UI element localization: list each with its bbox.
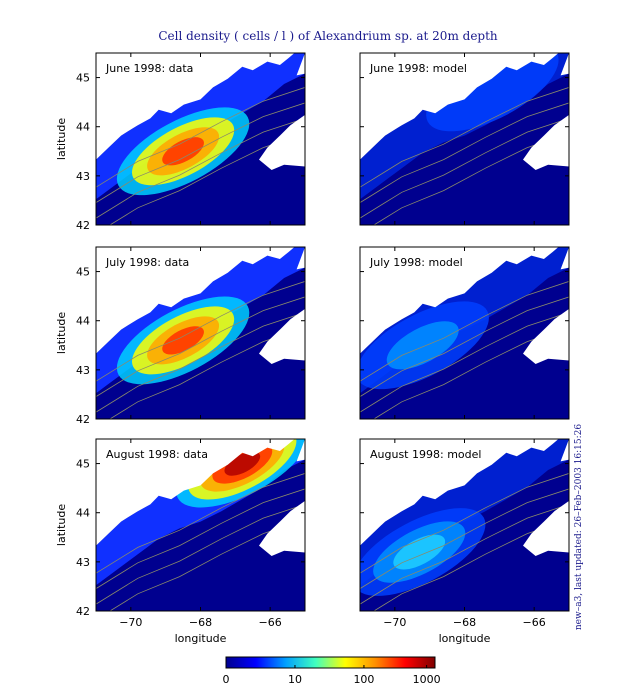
y-tick-label: 43 (76, 364, 90, 377)
y-tick-label: 45 (76, 266, 90, 279)
bathymetry-contour (96, 504, 305, 605)
bathymetry-contour (360, 102, 569, 203)
x-axis-label: longitude (175, 632, 227, 645)
colorbar-tick-label: 0 (223, 673, 230, 686)
land-mass (360, 247, 569, 354)
chart-panel: August 1998: data 42 43 44 45 latitude −70 −68 −… (55, 438, 306, 645)
colorbar-gradient (225, 656, 436, 669)
colorbar-tick-label: 1000 (413, 673, 441, 686)
bathymetry-contour (96, 296, 305, 397)
x-tick-label: −70 (383, 616, 406, 629)
bathymetry-contour (360, 118, 569, 219)
bathymetry-contour (360, 504, 569, 605)
density-contour-fill (162, 326, 204, 355)
nova-scotia-land (523, 500, 569, 556)
y-tick-label: 42 (76, 413, 90, 426)
chart-panel: June 1998: model (359, 52, 570, 226)
bathymetry-contour (360, 473, 569, 574)
panel-title: July 1998: model (369, 256, 463, 269)
colorbar-tick-label: 10 (288, 673, 302, 686)
x-tick-label: −70 (119, 616, 142, 629)
land-mass (96, 247, 305, 354)
bathymetry-contour (96, 312, 305, 413)
density-contour-fill (162, 137, 204, 166)
colorbar-tick-label: 100 (353, 673, 374, 686)
bathymetry-contour (96, 488, 305, 589)
nova-scotia-land (259, 114, 305, 170)
chart-panel: July 1998: data 42 43 44 45 latitude (55, 246, 306, 426)
bathymetry-contour (96, 473, 305, 574)
panel-title: July 1998: data (105, 256, 189, 269)
nova-scotia-land (523, 114, 569, 170)
bathymetry-contour (360, 488, 569, 589)
x-tick-label: −68 (453, 616, 476, 629)
update-note: new–a3, last updated: 26–Feb–2003 16:15:… (574, 424, 584, 631)
panel-title: June 1998: data (105, 62, 193, 75)
y-tick-label: 44 (76, 315, 90, 328)
panel-title: August 1998: data (106, 448, 208, 461)
y-axis-label: latitude (55, 312, 68, 354)
density-contour-fill (224, 451, 261, 476)
y-axis-label: latitude (55, 504, 68, 546)
y-tick-label: 42 (76, 219, 90, 232)
land-mass (96, 439, 305, 546)
x-tick-label: −66 (259, 616, 282, 629)
chart-panel: August 1998: model −70 −68 −66 longitude (359, 438, 570, 645)
y-tick-label: 44 (76, 507, 90, 520)
x-tick-label: −66 (523, 616, 546, 629)
panel-title: August 1998: model (370, 448, 481, 461)
panel-title: June 1998: model (369, 62, 467, 75)
land-mass (360, 53, 569, 160)
bathymetry-contour (96, 102, 305, 203)
colorbar: 0 10 100 1000 (223, 656, 441, 686)
y-tick-label: 43 (76, 556, 90, 569)
nova-scotia-land (259, 308, 305, 364)
y-tick-label: 45 (76, 72, 90, 85)
bathymetry-contour (360, 281, 569, 382)
density-contour-fill (386, 321, 459, 370)
density-contour-fill (426, 53, 559, 132)
y-tick-label: 43 (76, 170, 90, 183)
x-tick-label: −68 (189, 616, 212, 629)
bathymetry-contour (360, 312, 569, 413)
land-mass (96, 53, 305, 160)
bathymetry-contour (96, 281, 305, 382)
chart-panel: June 1998: data 42 43 44 45 latitude (55, 52, 306, 232)
bathymetry-contour (360, 87, 569, 188)
y-tick-label: 42 (76, 605, 90, 618)
chart-panel: July 1998: model (359, 246, 570, 420)
bathymetry-contour (360, 296, 569, 397)
bathymetry-contour (96, 118, 305, 219)
y-axis-label: latitude (55, 118, 68, 160)
land-mass (360, 439, 569, 546)
x-axis-label: longitude (439, 632, 491, 645)
bathymetry-contour (96, 87, 305, 188)
y-tick-label: 45 (76, 458, 90, 471)
figure-title: Cell density ( cells / l ) of Alexandriu… (158, 29, 498, 43)
nova-scotia-land (259, 500, 305, 556)
nova-scotia-land (523, 308, 569, 364)
y-tick-label: 44 (76, 121, 90, 134)
